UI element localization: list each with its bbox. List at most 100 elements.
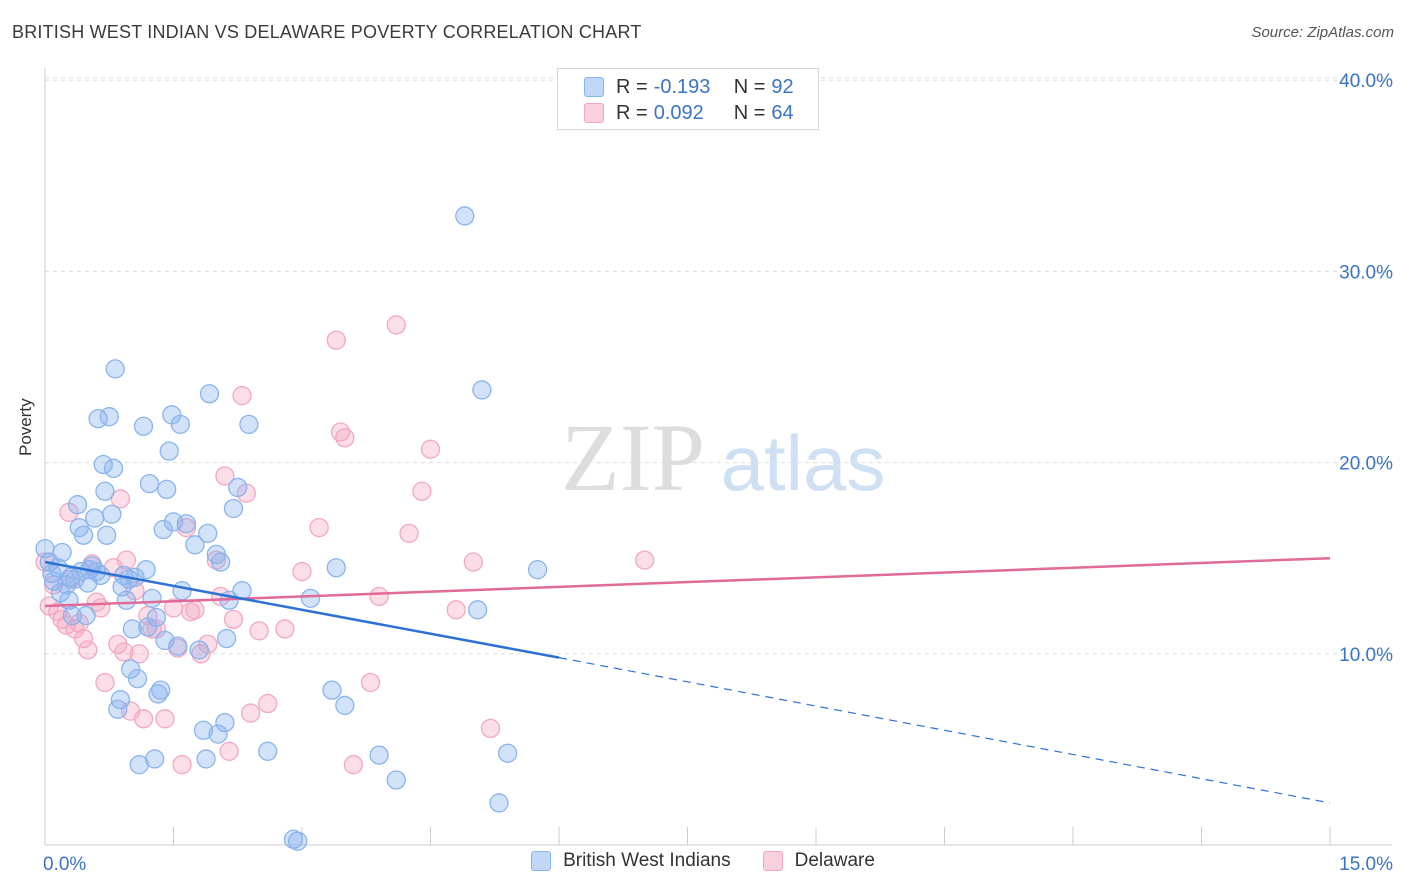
data-point (97, 525, 117, 545)
data-point (103, 458, 124, 478)
data-point (116, 590, 137, 610)
data-point (215, 712, 235, 733)
data-point (239, 414, 259, 435)
data-point (73, 525, 94, 545)
data-point (69, 613, 89, 633)
y-axis-label: Poverty (16, 398, 35, 456)
data-point (76, 605, 96, 626)
axes (44, 68, 1392, 846)
legend-row-delaware: R = 0.092 N = 64 (584, 101, 794, 125)
watermark-zip: ZIP (561, 404, 705, 511)
data-point (95, 672, 115, 693)
data-point (150, 680, 171, 700)
source-label: Source: ZipAtlas.com (1251, 24, 1394, 41)
data-point (185, 535, 205, 555)
data-point (288, 831, 308, 851)
data-point (133, 416, 154, 436)
data-point (198, 523, 218, 543)
data-point (232, 386, 252, 406)
data-point (114, 642, 134, 662)
data-point (223, 609, 244, 630)
r-label: R = (616, 75, 648, 98)
data-point (95, 481, 115, 501)
data-point (146, 607, 167, 628)
y-tick-label: 10.0% (1339, 645, 1393, 666)
chart-title: BRITISH WEST INDIAN VS DELAWARE POVERTY … (12, 22, 642, 42)
legend-item-british-west-indians[interactable]: British West Indians (531, 850, 731, 872)
data-point (412, 481, 432, 501)
data-point (105, 359, 125, 379)
legend-item-delaware[interactable]: Delaware (762, 850, 875, 872)
data-point (275, 619, 295, 639)
data-point (185, 600, 205, 620)
data-point (62, 605, 83, 626)
data-point (472, 380, 492, 400)
y-tick-label: 30.0% (1339, 262, 1393, 283)
data-point (155, 709, 175, 729)
data-point (219, 741, 239, 761)
data-point (139, 473, 160, 494)
data-point (122, 619, 143, 639)
data-point (335, 428, 355, 448)
data-point (300, 588, 321, 609)
data-point (176, 514, 197, 534)
data-point (489, 793, 509, 813)
data-point (110, 690, 131, 710)
y-tick-label: 20.0% (1339, 454, 1393, 475)
y-tick-label: 40.0% (1339, 71, 1393, 92)
data-point (142, 588, 162, 609)
data-point (108, 634, 128, 654)
data-point (133, 709, 154, 729)
n-value: 64 (771, 101, 794, 124)
data-point (127, 669, 148, 689)
data-point (85, 508, 105, 528)
r-label: R = (616, 101, 648, 124)
watermark-atlas: atlas (721, 419, 886, 507)
data-point (223, 498, 244, 519)
data-point (386, 770, 406, 790)
legend-swatch-blue (531, 851, 552, 871)
data-point (116, 550, 137, 570)
data-point (172, 581, 192, 601)
data-point (129, 644, 149, 664)
data-point (208, 724, 228, 744)
legend-swatch-pink (762, 851, 783, 871)
data-point (369, 745, 389, 765)
data-point (156, 479, 177, 500)
n-label: N = (733, 75, 766, 98)
data-point (335, 695, 355, 716)
trend-line-british-west-indians (44, 560, 560, 659)
legend-swatch-blue (584, 77, 604, 97)
data-point (258, 741, 278, 761)
r-value: -0.193 (653, 75, 711, 98)
data-point (196, 749, 216, 769)
correlation-legend: R = -0.193 N = 92 R = 0.092 N = 64 (557, 68, 819, 130)
n-label: N = (733, 101, 766, 124)
data-point (210, 552, 231, 572)
data-point (343, 755, 364, 775)
data-point (189, 640, 209, 660)
data-point (199, 384, 220, 404)
legend-row-british-west-indians: R = -0.193 N = 92 (584, 75, 794, 99)
x-tick-label: 0.0% (43, 854, 86, 875)
data-point (168, 636, 188, 656)
series-legend: British West Indians Delaware (0, 850, 1406, 872)
data-point (446, 600, 466, 620)
data-point (91, 565, 111, 586)
data-point (369, 586, 389, 607)
trend-lines (44, 556, 1331, 804)
data-point (67, 495, 88, 515)
data-point (249, 621, 269, 641)
data-point (228, 477, 248, 498)
data-point (386, 315, 406, 335)
data-point (52, 542, 72, 563)
data-point (99, 407, 119, 427)
data-point (215, 466, 235, 486)
trend-line-delaware (44, 556, 1331, 608)
n-value: 92 (771, 75, 794, 98)
data-point (497, 743, 518, 763)
data-point (93, 454, 113, 475)
data-points (35, 206, 655, 851)
data-point (78, 640, 98, 660)
